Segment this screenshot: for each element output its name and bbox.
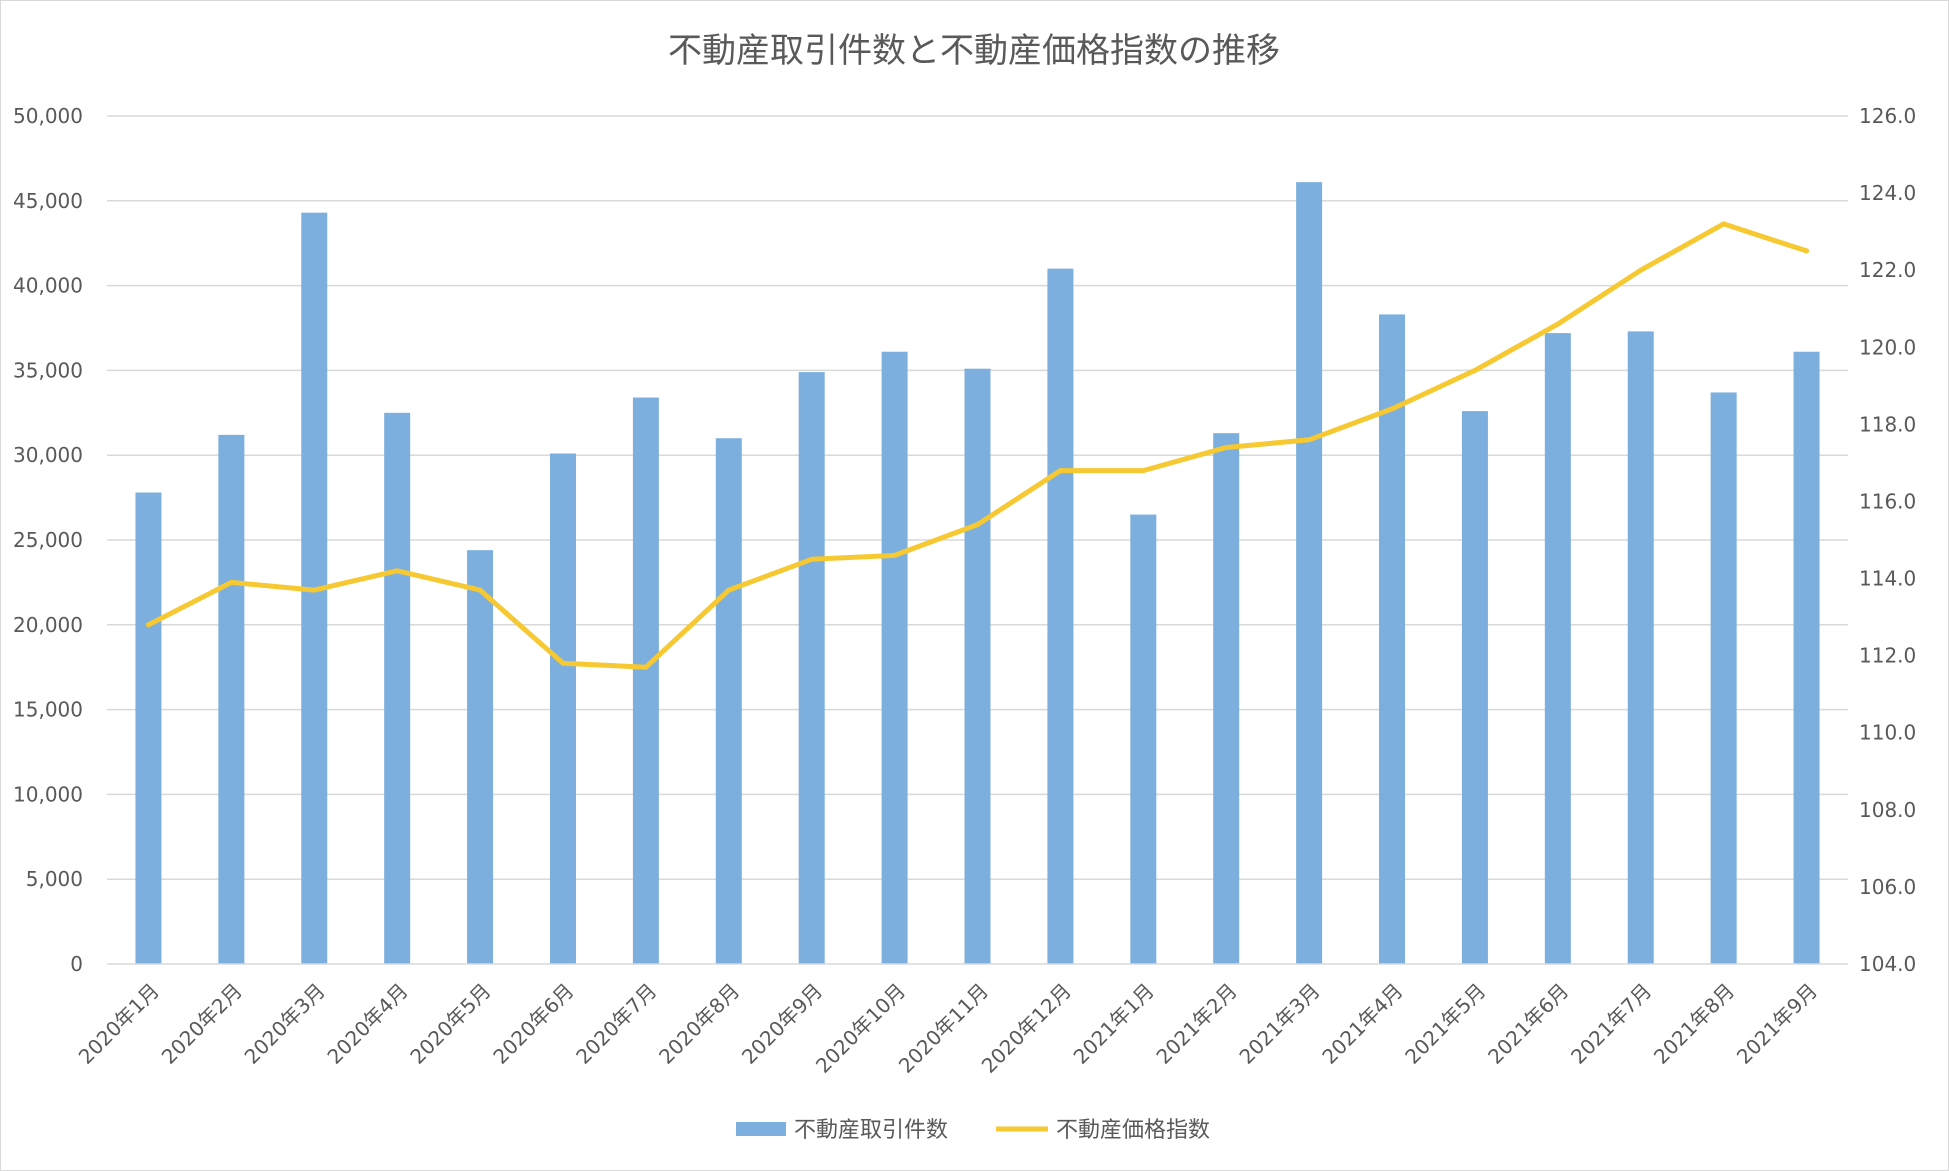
bar [1544,333,1571,964]
line-point [809,556,815,562]
line-point [1555,321,1561,327]
line-point [1306,437,1312,443]
line-point [1223,444,1229,450]
line-point [1389,406,1395,412]
bar [1213,433,1240,965]
bar [1047,268,1074,964]
bar [1461,411,1488,964]
line-point [726,587,732,593]
line-point [311,587,317,593]
right-tick-label: 104.0 [1859,952,1916,976]
line-point [1721,221,1727,227]
left-axis: 0 5,000 10,000 15,000 20,000 25,000 30,000 35,0… [13,104,83,976]
bar [218,434,245,964]
bar [1296,182,1323,965]
left-tick-label: 20,000 [13,613,83,637]
x-tick-label: 2020年1月 [74,979,164,1069]
bar [1710,392,1737,964]
x-tick-label: 2021年8月 [1649,979,1739,1069]
x-tick-label: 2021年1月 [1069,979,1159,1069]
line-point [1140,468,1146,474]
bar [1627,331,1654,965]
x-tick-label: 2020年9月 [737,979,827,1069]
x-tick-label: 2021年5月 [1400,979,1490,1069]
x-tick-label: 2021年4月 [1317,979,1407,1069]
bar [549,453,576,964]
bar [798,372,825,964]
right-tick-label: 114.0 [1859,567,1916,591]
right-tick-label: 124.0 [1859,181,1916,205]
x-tick-label: 2020年12月 [977,979,1076,1078]
x-tick-label: 2020年3月 [240,979,330,1069]
x-axis: 2020年1月2020年2月2020年3月2020年4月2020年5月2020年… [74,979,1822,1078]
bar [135,492,162,964]
x-tick-label: 2021年9月 [1732,979,1822,1069]
right-tick-label: 108.0 [1859,798,1916,822]
legend-swatch-bar [736,1122,786,1136]
x-tick-label: 2021年3月 [1234,979,1324,1069]
bar [384,412,411,964]
left-tick-label: 30,000 [13,443,83,467]
right-axis: 104.0 106.0 108.0 110.0 112.0 114.0 116.0 118.0… [1859,104,1916,976]
left-tick-label: 45,000 [13,189,83,213]
bar [1130,514,1157,964]
x-tick-label: 2021年2月 [1152,979,1242,1069]
left-tick-label: 5,000 [26,867,83,891]
x-tick-label: 2020年7月 [571,979,661,1069]
x-tick-label: 2021年6月 [1483,979,1573,1069]
x-tick-label: 2020年4月 [322,979,412,1069]
line-series [145,221,1810,670]
right-tick-label: 112.0 [1859,644,1916,668]
right-tick-label: 118.0 [1859,412,1916,436]
x-tick-label: 2020年5月 [405,979,495,1069]
left-tick-label: 15,000 [13,698,83,722]
left-tick-label: 40,000 [13,274,83,298]
line-point [1472,367,1478,373]
line-point [228,579,234,585]
right-tick-label: 126.0 [1859,104,1916,128]
right-tick-label: 106.0 [1859,875,1916,899]
legend-label-bar: 不動産取引件数 [794,1118,948,1143]
line-point [643,664,649,670]
right-tick-label: 122.0 [1859,258,1916,282]
x-tick-label: 2021年7月 [1566,979,1656,1069]
right-tick-label: 116.0 [1859,489,1916,513]
left-tick-label: 35,000 [13,358,83,382]
left-tick-label: 50,000 [13,104,83,128]
bar [632,397,659,964]
bar [881,351,908,964]
line-point [892,552,898,558]
left-tick-label: 25,000 [13,528,83,552]
line-point [1804,248,1810,254]
left-tick-label: 0 [70,952,83,976]
chart-title: 不動産取引件数と不動産価格指数の推移 [668,31,1280,71]
bar [715,438,742,964]
line-point [560,660,566,666]
bar [1379,314,1406,964]
x-tick-label: 2020年6月 [488,979,578,1069]
line-point [975,522,980,528]
line-point [1057,468,1063,474]
legend-label-line: 不動産価格指数 [1056,1118,1210,1143]
right-tick-label: 120.0 [1859,335,1916,359]
bar [964,368,991,965]
legend: 不動産取引件数 不動産価格指数 [736,1118,1210,1143]
bar [467,550,494,964]
line-point [394,568,400,574]
x-tick-label: 2020年8月 [654,979,744,1069]
line-point [477,587,483,593]
line-point [145,622,151,628]
right-tick-label: 110.0 [1859,721,1916,745]
x-tick-label: 2020年2月 [157,979,247,1069]
left-tick-label: 10,000 [13,782,83,806]
line-point [1638,267,1644,273]
bar [1793,351,1820,964]
